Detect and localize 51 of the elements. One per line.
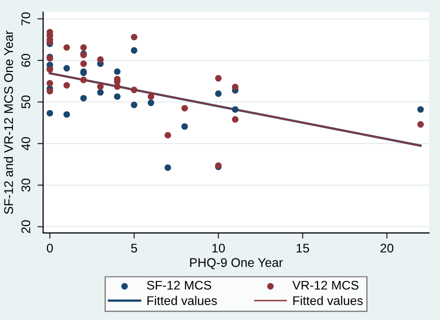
point — [97, 89, 104, 96]
point — [181, 104, 188, 112]
y-tick-label: 70 — [21, 12, 30, 26]
point — [63, 82, 70, 89]
point — [215, 90, 222, 97]
y-tick-label: 50 — [21, 96, 30, 108]
point — [148, 100, 154, 106]
x-axis-title: PHQ-9 One Year — [190, 258, 283, 270]
point — [232, 106, 238, 113]
point — [164, 132, 172, 138]
point — [130, 47, 138, 54]
x-tick-label: 10 — [212, 244, 225, 253]
point — [417, 106, 424, 113]
x-tick-label: 15 — [296, 244, 310, 253]
point — [114, 68, 121, 75]
point — [63, 65, 70, 72]
point — [80, 76, 87, 84]
point — [232, 116, 238, 123]
point — [232, 84, 238, 90]
point — [148, 93, 154, 100]
point — [215, 75, 222, 82]
point — [46, 88, 54, 94]
point — [80, 60, 87, 67]
point — [114, 93, 121, 100]
y-tick-label: 30 — [21, 178, 30, 192]
y-tick-label: 40 — [21, 137, 30, 150]
point — [130, 34, 138, 40]
y-axis-title: SF-12 and VR-12 MCS One Year — [4, 30, 14, 214]
point — [164, 164, 172, 171]
point — [97, 56, 104, 63]
point — [130, 86, 138, 94]
legend-label: Fitted values — [147, 296, 217, 306]
legend-label: SF-12 MCS — [147, 280, 212, 290]
point — [114, 83, 121, 90]
point — [130, 102, 138, 108]
point — [181, 123, 188, 130]
point — [80, 94, 87, 102]
legend-label: Fitted values — [293, 296, 363, 306]
point — [46, 110, 54, 116]
legend-label: VR-12 MCS — [292, 280, 358, 290]
point — [97, 83, 104, 90]
point — [63, 44, 70, 51]
y-tick-label: 20 — [21, 220, 30, 234]
x-tick-label: 20 — [380, 244, 394, 253]
point — [417, 121, 424, 128]
y-tick-label: 60 — [21, 54, 30, 67]
x-tick-label: 0 — [46, 244, 53, 253]
point — [63, 111, 70, 118]
x-tick-label: 5 — [131, 244, 138, 253]
point — [80, 44, 87, 51]
point — [46, 80, 54, 87]
